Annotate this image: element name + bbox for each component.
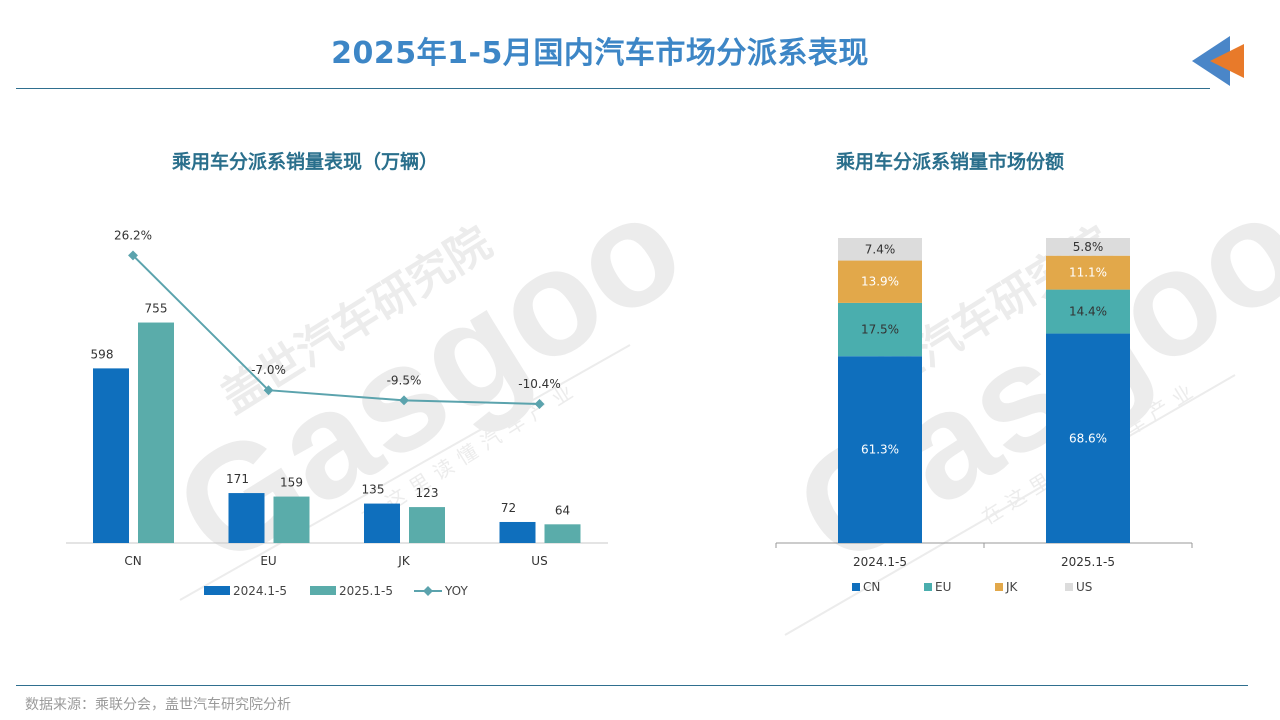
bar-value-label: 171 <box>226 472 249 486</box>
bar-value-label: 159 <box>280 476 303 490</box>
logo-arrow-icon <box>1192 36 1244 86</box>
segment-label: 14.4% <box>1069 305 1107 319</box>
bar-value-label: 72 <box>501 501 516 515</box>
legend-swatch-us <box>1065 583 1073 591</box>
x-tick-label: 2025.1-5 <box>1061 555 1115 569</box>
data-source: 数据来源：乘联分会，盖世汽车研究院分析 <box>25 697 291 713</box>
legend-label-2024: 2024.1-5 <box>233 584 287 598</box>
segment-label: 68.6% <box>1069 431 1107 445</box>
bar-value-label: 135 <box>362 483 385 497</box>
legend-label-jk: JK <box>1005 580 1019 594</box>
x-tick-label: CN <box>124 554 141 568</box>
legend-marker-yoy <box>423 586 433 596</box>
yoy-point <box>399 395 409 406</box>
bar-value-label: 123 <box>416 486 439 500</box>
x-tick-label: US <box>531 554 547 568</box>
legend-label-yoy: YOY <box>444 584 468 598</box>
segment-label: 11.1% <box>1069 266 1107 280</box>
yoy-label: -10.4% <box>518 377 560 391</box>
bar-us-2025 <box>544 524 581 543</box>
yoy-point <box>128 250 138 261</box>
stack-segment-jk-2025 <box>1046 255 1130 290</box>
title-divider <box>16 88 1210 89</box>
stack-segment-eu-2024 <box>838 302 922 357</box>
page-title: 2025年1-5月国内汽车市场分派系表现 <box>331 36 869 71</box>
yoy-label: -9.5% <box>387 373 422 387</box>
segment-label: 61.3% <box>861 443 899 457</box>
bar-cn-2024 <box>93 368 129 543</box>
legend-label-2025: 2025.1-5 <box>339 584 393 598</box>
stack-segment-cn-2025 <box>1046 333 1130 543</box>
bar-us-2024 <box>499 521 536 543</box>
bar-jk-2025 <box>409 507 445 543</box>
stack-segment-us-2025 <box>1046 238 1130 256</box>
x-tick-label: 2024.1-5 <box>853 555 907 569</box>
legend-swatch-cn <box>852 583 860 591</box>
bar-value-label: 755 <box>145 302 168 316</box>
segment-label: 7.4% <box>865 242 896 256</box>
segment-label: 13.9% <box>861 275 899 289</box>
yoy-point <box>534 399 545 409</box>
stack-segment-jk-2024 <box>838 260 922 303</box>
legend-swatch-2024 <box>204 586 230 595</box>
yoy-label: -7.0% <box>251 363 286 377</box>
segment-label: 5.8% <box>1073 240 1104 254</box>
yoy-label: 26.2% <box>114 228 152 242</box>
legend-label-us: US <box>1076 580 1092 594</box>
legend-swatch-eu <box>924 583 932 591</box>
footer-divider <box>16 685 1248 686</box>
bar-value-label: 64 <box>555 503 570 517</box>
legend-swatch-2025 <box>310 586 336 595</box>
x-tick-label: EU <box>260 554 276 568</box>
legend-label-cn: CN <box>863 580 880 594</box>
legend-label-eu: EU <box>935 580 951 594</box>
legend-swatch-jk <box>995 583 1003 591</box>
x-tick-label: JK <box>397 554 411 568</box>
stack-segment-cn-2024 <box>838 356 922 543</box>
bar-eu-2024 <box>228 493 265 543</box>
stack-segment-us-2024 <box>838 238 922 261</box>
bar-jk-2024 <box>364 503 400 543</box>
yoy-line <box>132 254 540 405</box>
stack-segment-eu-2025 <box>1046 289 1130 334</box>
segment-label: 17.5% <box>861 323 899 337</box>
yoy-point <box>263 385 274 396</box>
bar-value-label: 598 <box>91 347 114 361</box>
right-chart-title: 乘用车分派系销量市场份额 <box>836 151 1065 173</box>
bar-cn-2025 <box>138 322 174 543</box>
bar-eu-2025 <box>273 496 310 543</box>
left-chart-title: 乘用车分派系销量表现（万辆） <box>172 151 439 173</box>
